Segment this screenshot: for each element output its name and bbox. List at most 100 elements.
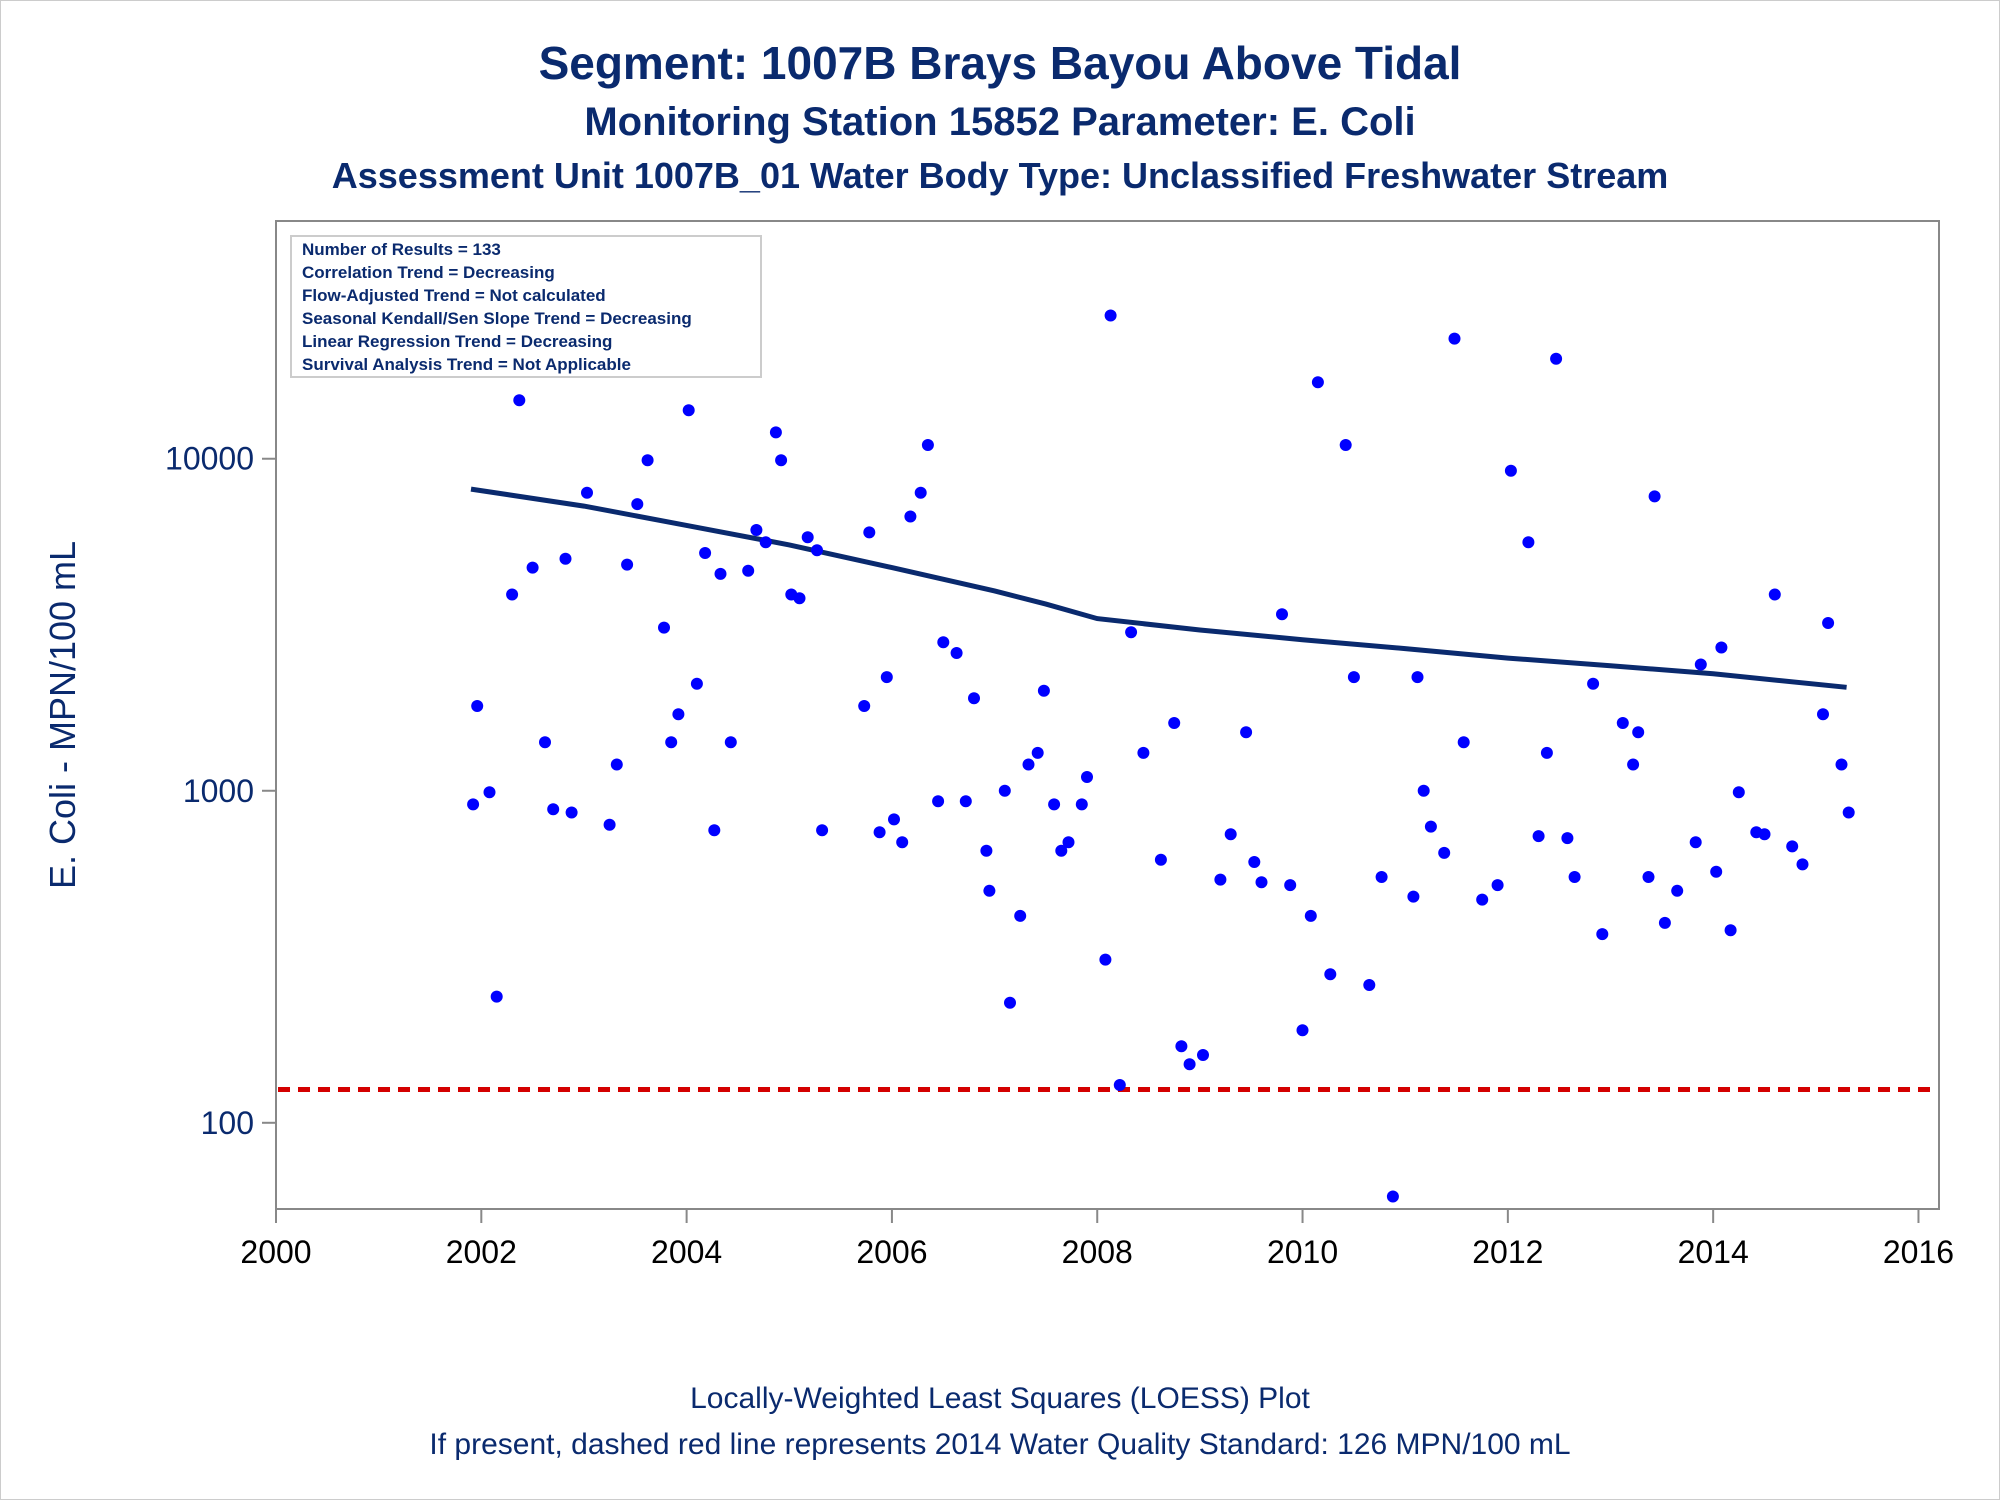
data-point [811, 544, 823, 557]
data-point [1715, 641, 1728, 654]
data-point [526, 561, 539, 574]
data-point [559, 552, 572, 565]
data-point [1694, 658, 1707, 671]
data-point [1658, 916, 1671, 929]
stats-legend-line: Seasonal Kendall/Sen Slope Trend = Decre… [302, 309, 692, 328]
data-point [1311, 376, 1324, 389]
data-point [1031, 746, 1044, 759]
plot-area [275, 220, 1940, 1210]
y-tick-label: 1000 [183, 773, 254, 809]
data-point [603, 818, 616, 831]
data-point [547, 803, 560, 816]
data-point [1099, 953, 1112, 966]
data-point [1154, 853, 1167, 866]
data-point [1587, 677, 1600, 690]
data-point [816, 824, 829, 837]
data-point [1710, 865, 1723, 878]
data-point [968, 692, 980, 705]
data-point [904, 510, 917, 523]
data-point [888, 813, 900, 826]
data-point [1104, 309, 1117, 322]
data-point [565, 806, 578, 819]
data-point [759, 536, 772, 549]
x-tick-label: 2012 [1472, 1234, 1543, 1270]
chart-subtitle: Monitoring Station 15852 Parameter: E. C… [584, 100, 1416, 144]
data-point [658, 621, 670, 634]
data-point [1768, 588, 1781, 601]
stats-legend-line: Number of Results = 133 [302, 240, 501, 259]
data-point [750, 524, 763, 536]
data-point [1224, 828, 1237, 841]
data-point [1183, 1058, 1196, 1071]
data-point [1671, 884, 1684, 897]
data-point [483, 786, 496, 799]
data-point [1568, 871, 1581, 883]
stats-legend-line: Survival Analysis Trend = Not Applicable [302, 355, 631, 374]
data-point [1822, 617, 1835, 629]
data-point [1724, 924, 1737, 937]
data-point [610, 758, 623, 771]
data-point [1004, 996, 1016, 1009]
data-point [1255, 876, 1268, 889]
data-point [467, 798, 480, 811]
x-tick-label: 2002 [446, 1234, 517, 1270]
stats-legend-line: Flow-Adjusted Trend = Not calculated [302, 286, 606, 305]
data-point [1758, 828, 1771, 841]
x-tick-label: 2000 [240, 1234, 311, 1270]
data-point [1504, 464, 1517, 477]
data-point [708, 824, 721, 837]
data-point [1476, 893, 1489, 906]
data-point [513, 394, 526, 407]
data-point [1062, 836, 1075, 849]
data-point [1632, 726, 1645, 739]
data-point [1842, 806, 1855, 819]
data-point [1411, 671, 1424, 684]
data-point [1304, 909, 1317, 922]
data-point [801, 531, 814, 544]
data-point [641, 454, 654, 467]
x-tick-label: 2006 [856, 1234, 927, 1270]
data-point [858, 700, 871, 712]
data-point [1284, 879, 1297, 892]
data-point [490, 990, 503, 1003]
data-point [873, 826, 886, 839]
data-point [1550, 352, 1563, 365]
data-point [1796, 858, 1809, 871]
footnote-standard: If present, dashed red line represents 2… [429, 1428, 1571, 1461]
data-point [1561, 832, 1574, 845]
data-point [1835, 758, 1848, 771]
data-point [1532, 830, 1545, 843]
data-point [1407, 890, 1420, 903]
data-point [1540, 746, 1553, 759]
data-point [1386, 1190, 1399, 1203]
data-point [959, 795, 972, 808]
data-point [1296, 1024, 1309, 1037]
data-point [1048, 798, 1061, 811]
data-point [1732, 786, 1745, 799]
data-point [980, 844, 993, 857]
x-tick-label: 2014 [1678, 1234, 1749, 1270]
stats-legend-line: Linear Regression Trend = Decreasing [302, 332, 612, 351]
data-point [621, 558, 634, 571]
data-point [1375, 871, 1388, 883]
data-point [1081, 771, 1093, 783]
footnote-loess: Locally-Weighted Least Squares (LOESS) P… [690, 1382, 1310, 1415]
stats-legend-line: Correlation Trend = Decreasing [302, 263, 555, 282]
y-tick-label: 10000 [165, 441, 254, 477]
data-point [983, 884, 996, 897]
data-point [581, 486, 593, 499]
y-axis: 100 1000 10000 [165, 441, 276, 1141]
data-point [1424, 820, 1437, 833]
data-point [724, 736, 737, 749]
data-point [998, 784, 1011, 797]
data-point [539, 736, 551, 749]
data-point [863, 526, 876, 539]
data-point [880, 671, 893, 684]
data-point [1214, 873, 1227, 886]
data-point [665, 736, 678, 749]
stats-legend: Number of Results = 133 Correlation Trend… [290, 235, 762, 378]
data-point [1642, 871, 1655, 883]
data-point [1491, 879, 1504, 892]
data-point [1689, 836, 1702, 849]
